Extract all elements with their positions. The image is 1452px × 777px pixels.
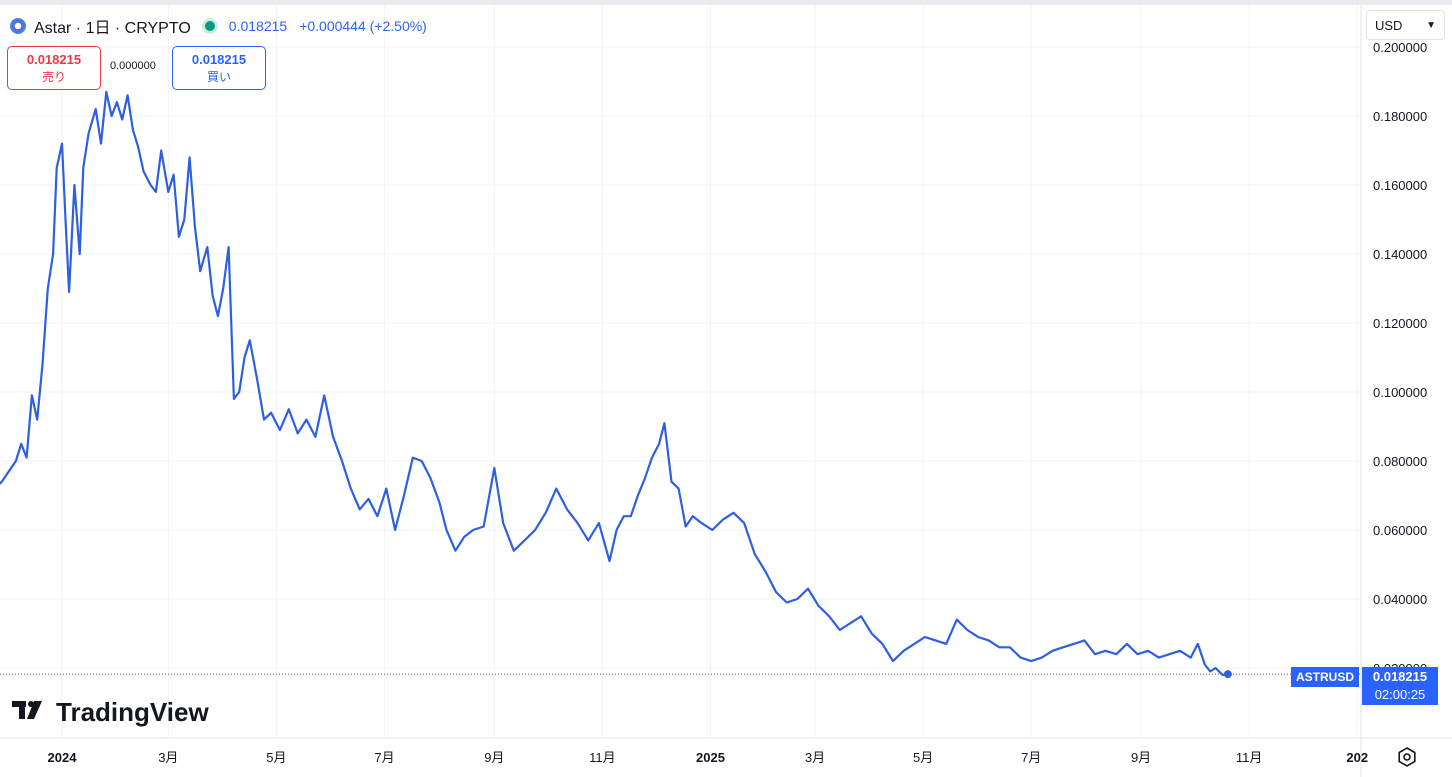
currency-value: USD bbox=[1375, 17, 1403, 33]
x-tick-label: 7月 bbox=[374, 750, 394, 765]
settings-gear-icon[interactable] bbox=[1396, 746, 1418, 768]
y-tick-label: 0.200000 bbox=[1373, 40, 1427, 55]
tradingview-logo[interactable]: TradingView bbox=[12, 697, 209, 728]
x-tick-label: 9月 bbox=[1131, 750, 1151, 765]
y-tick-label: 0.040000 bbox=[1373, 592, 1427, 607]
x-tick-label: 3月 bbox=[158, 750, 178, 765]
sell-button[interactable]: 0.018215 売り bbox=[7, 46, 101, 90]
symbol-title[interactable]: Astar · 1日 · CRYPTO bbox=[34, 20, 191, 37]
x-tick-label: 7月 bbox=[1021, 750, 1041, 765]
chevron-down-icon: ▼ bbox=[1426, 19, 1436, 31]
market-status-icon[interactable] bbox=[204, 21, 215, 31]
chart-area[interactable]: 0.200000 0.180000 0.160000 0.140000 0.120000… bbox=[0, 5, 1452, 777]
y-tick-label: 0.100000 bbox=[1373, 385, 1427, 400]
buy-label: 買い bbox=[206, 69, 231, 84]
last-price-dot bbox=[1223, 670, 1232, 679]
price-tag-bg bbox=[1362, 667, 1438, 705]
x-tick-label: 11月 bbox=[589, 750, 616, 765]
currency-select[interactable]: USD ▼ bbox=[1366, 10, 1445, 40]
price-axis[interactable]: 0.200000 0.180000 0.160000 0.140000 0.120000… bbox=[1373, 40, 1427, 676]
header-change: +0.000444 (+2.50%) bbox=[299, 18, 427, 34]
time-axis[interactable]: 2024 3月 5月 7月 9月 11月 2025 3月 5月 7月 9月 11月 202 bbox=[48, 750, 1369, 765]
y-tick-label: 0.180000 bbox=[1373, 109, 1427, 124]
x-tick-label: 3月 bbox=[805, 750, 825, 765]
tradingview-wordmark: TradingView bbox=[56, 697, 209, 727]
x-tick-label: 9月 bbox=[484, 750, 504, 765]
astar-logo-icon bbox=[10, 18, 26, 34]
spread-value: 0.000000 bbox=[110, 60, 156, 72]
x-tick-label: 2024 bbox=[48, 750, 78, 765]
price-chart[interactable]: 0.200000 0.180000 0.160000 0.140000 0.120000… bbox=[0, 5, 1452, 777]
y-tick-label: 0.060000 bbox=[1373, 523, 1427, 538]
x-tick-label: 11月 bbox=[1236, 750, 1263, 765]
price-tag-value: 0.018215 bbox=[1373, 669, 1427, 684]
y-tick-label: 0.120000 bbox=[1373, 316, 1427, 331]
symbol-tag-bg bbox=[1291, 667, 1359, 687]
price-series-line bbox=[0, 90, 1229, 676]
x-tick-label: 2025 bbox=[696, 750, 725, 765]
y-tick-label: 0.140000 bbox=[1373, 247, 1427, 262]
x-tick-label: 5月 bbox=[913, 750, 933, 765]
top-border bbox=[0, 0, 1452, 5]
price-tag-countdown: 02:00:25 bbox=[1375, 687, 1426, 702]
tradingview-mark-icon bbox=[12, 697, 48, 728]
x-tick-label: 5月 bbox=[266, 750, 286, 765]
symbol-tag-label: ASTRUSD bbox=[1296, 670, 1354, 684]
sell-label: 売り bbox=[41, 69, 66, 84]
symbol-header: Astar · 1日 · CRYPTO 0.018215 +0.000444 (… bbox=[10, 14, 427, 38]
y-tick-label: 0.080000 bbox=[1373, 454, 1427, 469]
sell-price: 0.018215 bbox=[26, 51, 82, 67]
header-price: 0.018215 bbox=[228, 18, 288, 34]
last-price-tag: ASTRUSD 0.018215 02:00:25 bbox=[1291, 667, 1438, 705]
x-tick-label: 202 bbox=[1346, 750, 1368, 765]
y-tick-label: 0.160000 bbox=[1373, 178, 1427, 193]
grid-lines bbox=[0, 5, 1361, 738]
buy-price: 0.018215 bbox=[191, 51, 247, 67]
buy-button[interactable]: 0.018215 買い bbox=[172, 46, 266, 90]
